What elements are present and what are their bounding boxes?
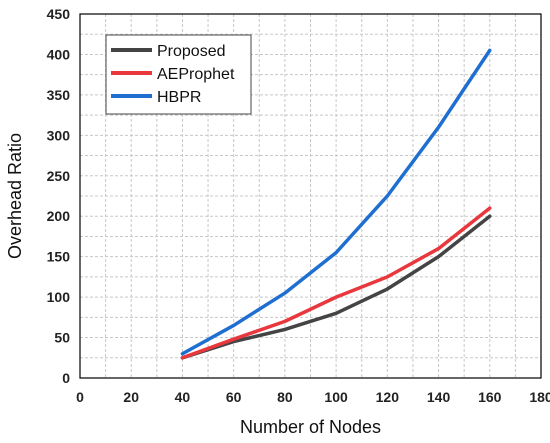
series-line-proposed (180, 214, 492, 360)
y-tick-label: 200 (47, 208, 71, 224)
y-tick-label: 150 (47, 249, 71, 265)
series-line-aeprophet (180, 206, 492, 360)
y-tick-label: 350 (47, 87, 71, 103)
y-axis-ticks: 0 50 100 150 200 250 300 350 400 450 (47, 6, 71, 386)
x-tick-label: 160 (478, 389, 502, 405)
y-tick-label: 250 (47, 168, 71, 184)
plot-area-frame (79, 13, 542, 379)
x-axis-title: Number of Nodes (240, 417, 381, 437)
y-axis-title: Overhead Ratio (5, 133, 25, 259)
legend-label-proposed: Proposed (157, 43, 226, 60)
legend-label-hbpr: HBPR (157, 89, 201, 106)
x-tick-label: 140 (427, 389, 451, 405)
x-axis-ticks: 0 20 40 60 80 100 120 140 160 180 (76, 389, 550, 405)
legend-label-aeprophet: AEProphet (157, 66, 235, 83)
legend: Proposed AEProphet HBPR (105, 34, 252, 115)
y-tick-label: 450 (47, 6, 71, 22)
y-tick-label: 100 (47, 289, 71, 305)
x-tick-label: 100 (324, 389, 348, 405)
grid (80, 14, 541, 378)
y-tick-label: 300 (47, 127, 71, 143)
x-tick-label: 0 (76, 389, 84, 405)
series-lines (180, 48, 492, 360)
x-tick-label: 180 (529, 389, 550, 405)
series-line-hbpr (180, 48, 492, 356)
x-tick-label: 80 (277, 389, 293, 405)
y-tick-label: 400 (47, 46, 71, 62)
y-tick-label: 0 (62, 370, 70, 386)
y-tick-label: 50 (54, 330, 70, 346)
x-tick-label: 120 (376, 389, 400, 405)
x-tick-label: 40 (175, 389, 191, 405)
x-tick-label: 20 (123, 389, 139, 405)
x-tick-label: 60 (226, 389, 242, 405)
